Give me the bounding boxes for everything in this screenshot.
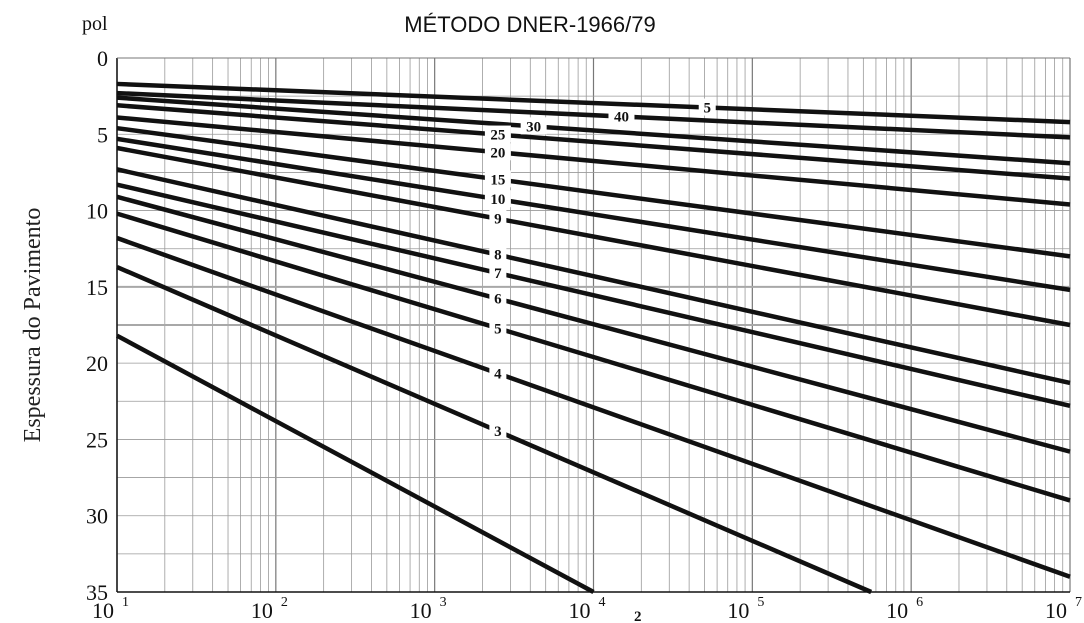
curve-30 <box>116 95 1071 166</box>
chart-title: MÉTODO DNER-1966/79 <box>404 12 655 37</box>
curve-20 <box>116 115 1071 207</box>
x-tick-exponent: 4 <box>599 595 606 610</box>
x-tick-labels: 10 1 10 2 10 3 10 4 10 5 10 6 10 7 <box>92 595 1082 623</box>
curve-label-background <box>484 170 511 188</box>
curve-label-background <box>629 606 647 623</box>
x-tick-exponent: 2 <box>281 595 288 610</box>
curve-label: 10 <box>490 192 505 208</box>
curve-7 <box>116 182 1071 409</box>
curve-40 <box>116 90 1071 140</box>
x-tick-base: 10 <box>569 598 591 623</box>
x-tick-label: 10 5 <box>727 595 764 623</box>
x-tick-label: 10 3 <box>410 595 447 623</box>
x-tick-label: 10 6 <box>886 595 923 623</box>
curve-15 <box>116 125 1071 259</box>
curve-label: 8 <box>494 248 502 264</box>
curve-label-background <box>489 264 507 282</box>
curve-label: 30 <box>526 119 541 135</box>
curve-9 <box>116 145 1071 328</box>
curve-label-background <box>698 98 716 116</box>
curve-2 <box>115 333 595 594</box>
y-tick-label: 35 <box>86 580 108 605</box>
curve-label-background <box>608 107 635 125</box>
curve-label: 7 <box>494 266 502 282</box>
curve-label: 3 <box>494 424 502 440</box>
curve-label-background <box>489 209 507 227</box>
curve-label-background <box>520 117 547 135</box>
curves <box>115 81 1071 595</box>
curve-label: 15 <box>490 172 505 188</box>
y-tick-label: 30 <box>86 504 108 529</box>
y-axis-label: Espessura do Pavimento <box>20 208 46 443</box>
curve-label: 5 <box>703 101 711 117</box>
curve-label: 25 <box>490 128 505 144</box>
x-tick-base: 10 <box>1045 598 1067 623</box>
curve-label: 5 <box>494 321 502 337</box>
x-tick-exponent: 3 <box>440 595 447 610</box>
y-tick-label: 0 <box>97 46 108 71</box>
x-tick-base: 10 <box>92 598 114 623</box>
y-tick-labels: 0 5 10 15 20 25 30 35 <box>86 46 108 605</box>
x-tick-exponent: 5 <box>757 595 764 610</box>
curve-label-background <box>484 143 511 161</box>
curve-label-background <box>489 422 507 440</box>
x-tick-exponent: 6 <box>916 595 923 610</box>
curve-6 <box>116 194 1071 454</box>
x-tick-label: 10 2 <box>251 595 288 623</box>
curve-10 <box>116 136 1071 293</box>
curve-label-background <box>489 319 507 337</box>
curve-label-background <box>489 364 507 382</box>
curve-5 <box>116 211 1071 503</box>
curve-label-background <box>484 190 511 208</box>
curve-label: 4 <box>494 366 502 382</box>
curve-label: 9 <box>494 212 502 228</box>
curve-label-background <box>484 125 511 143</box>
y-tick-label: 25 <box>86 427 108 452</box>
curve-25 <box>116 103 1071 181</box>
curve-4 <box>116 235 1071 579</box>
x-tick-exponent: 1 <box>122 595 129 610</box>
curve-label-background <box>489 245 507 263</box>
curve-label: 2 <box>634 609 642 623</box>
axes <box>116 57 1070 593</box>
x-tick-base: 10 <box>727 598 749 623</box>
x-tick-base: 10 <box>410 598 432 623</box>
curve-label: 40 <box>614 110 629 126</box>
curve-label: 6 <box>494 292 502 308</box>
curve-5 <box>116 81 1071 125</box>
y-tick-label: 10 <box>86 199 108 224</box>
unit-label: pol <box>82 13 108 35</box>
y-tick-label: 15 <box>86 275 108 300</box>
x-tick-label: 10 7 <box>1045 595 1082 623</box>
curve-8 <box>116 167 1071 386</box>
x-tick-base: 10 <box>251 598 273 623</box>
x-tick-exponent: 7 <box>1075 595 1082 610</box>
curve-label: 20 <box>490 145 505 161</box>
x-tick-label: 10 4 <box>569 595 606 623</box>
y-tick-label: 20 <box>86 351 108 376</box>
x-tick-label: 10 1 <box>92 595 129 623</box>
x-tick-base: 10 <box>886 598 908 623</box>
y-tick-label: 5 <box>97 122 108 147</box>
curve-label-background <box>489 289 507 307</box>
